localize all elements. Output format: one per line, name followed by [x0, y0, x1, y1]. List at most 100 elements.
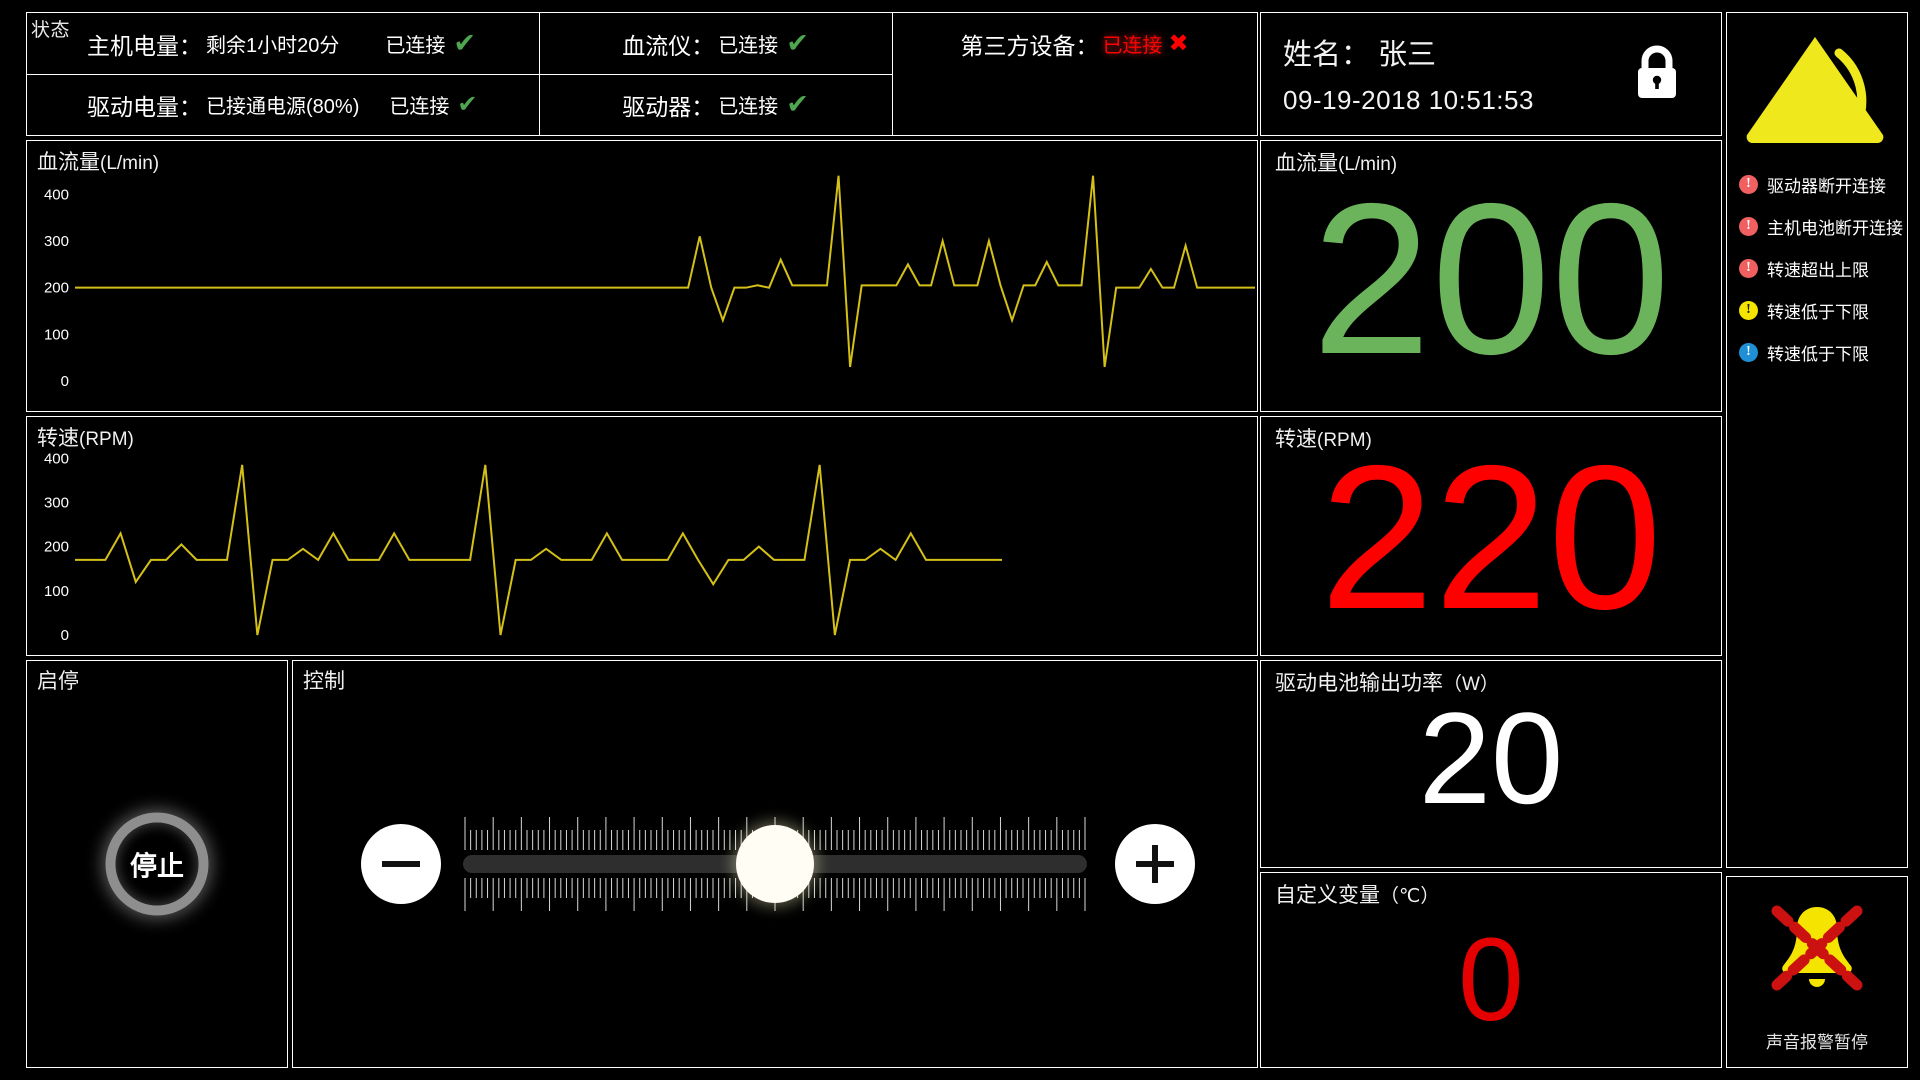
value-title: 转速(RPM) — [1275, 423, 1372, 453]
chart-title-text: 转速 — [37, 427, 79, 450]
status-divider-2 — [892, 13, 893, 135]
minus-icon — [382, 845, 420, 883]
increase-button[interactable] — [1115, 824, 1195, 904]
rpm-value: 220 — [1319, 423, 1663, 652]
list-item[interactable]: ! 转速超出上限 — [1727, 247, 1907, 289]
status-key: 主机电量： — [87, 32, 202, 59]
status-value: 已连接 — [718, 35, 779, 57]
stop-button[interactable]: 停止 — [105, 812, 209, 916]
status-value: 剩余1小时20分 — [206, 35, 340, 57]
decrease-button[interactable] — [361, 824, 441, 904]
svg-text:0: 0 — [61, 373, 69, 390]
status-key: 驱动电量： — [87, 93, 202, 120]
svg-text:200: 200 — [44, 280, 69, 297]
status-row-divider — [27, 74, 892, 75]
rpm-value-panel: 转速(RPM) 220 — [1260, 416, 1722, 656]
value-title-text: 血流量 — [1275, 152, 1338, 175]
list-item[interactable]: ! 转速低于下限 — [1727, 331, 1907, 373]
alert-severity-icon: ! — [1739, 174, 1758, 194]
status-value: 已连接 — [718, 96, 779, 118]
chart-title-unit: (RPM) — [79, 429, 134, 450]
value-title-text: 转速 — [1275, 428, 1317, 451]
status-cell-drive-battery: 驱动电量： 已接通电源(80%) 已连接 ✔ — [87, 74, 477, 135]
list-item[interactable]: ! 转速低于下限 — [1727, 289, 1907, 331]
status-key: 血流仪： — [622, 32, 715, 59]
alarm-label: 驱动器断开连接 — [1767, 176, 1886, 196]
value-title-text: 自定义变量 — [1275, 884, 1380, 907]
alarm-label: 转速超出上限 — [1767, 260, 1869, 280]
chart-title-unit: (L/min) — [100, 153, 160, 174]
alarm-label: 主机电池断开连接 — [1767, 218, 1903, 238]
cross-icon: ✖ — [1168, 29, 1189, 57]
status-cell-flowmeter: 血流仪： 已连接 ✔ — [539, 13, 892, 74]
check-icon: ✔ — [786, 89, 809, 119]
alert-severity-icon: ! — [1739, 258, 1758, 278]
drive-battery-power-value: 20 — [1418, 685, 1564, 831]
alert-severity-icon: ! — [1739, 300, 1758, 320]
svg-text:200: 200 — [44, 539, 69, 556]
svg-text:400: 400 — [44, 186, 69, 203]
blood-flow-value-panel: 血流量(L/min) 200 — [1260, 140, 1722, 412]
alarm-label: 转速低于下限 — [1767, 302, 1869, 322]
value-title-unit: （℃） — [1380, 886, 1440, 907]
custom-variable-value: 0 — [1458, 914, 1524, 1046]
status-cell-host-battery: 主机电量： 剩余1小时20分 已连接 ✔ — [87, 13, 476, 74]
status-state: 已连接 — [385, 35, 446, 57]
chart-title: 转速(RPM) — [37, 422, 134, 452]
blood-flow-waveform — [27, 141, 1257, 411]
slider[interactable] — [463, 789, 1087, 939]
blood-flow-axis: 0 100 200 300 400 — [44, 186, 69, 390]
rpm-axis: 0 100 200 300 400 — [44, 450, 69, 644]
patient-name: 姓名： 张三 — [1283, 39, 1437, 71]
mute-alarm-panel[interactable]: 声音报警暂停 — [1726, 876, 1908, 1068]
status-key: 驱动器： — [622, 93, 715, 120]
slider-row — [293, 789, 1257, 939]
alarm-list: ! 驱动器断开连接 ! 主机电池断开连接 ! 转速超出上限 ! 转速低于下限 !… — [1727, 163, 1907, 373]
slider-knob[interactable] — [736, 825, 814, 903]
mute-label: 声音报警暂停 — [1766, 1033, 1868, 1052]
drive-battery-power-panel: 驱动电池输出功率（W） 20 — [1260, 660, 1722, 868]
value-title: 血流量(L/min) — [1275, 147, 1397, 177]
alert-severity-icon: ! — [1739, 216, 1758, 236]
check-icon: ✔ — [786, 28, 809, 58]
rpm-waveform — [27, 417, 1257, 655]
start-stop-panel: 启停 停止 — [26, 660, 288, 1068]
status-panel: 状态 主机电量： 剩余1小时20分 已连接 ✔ 血流仪： 已连接 ✔ 第三方设备… — [26, 12, 1258, 136]
list-item[interactable]: ! 驱动器断开连接 — [1727, 163, 1907, 205]
blood-flow-chart-panel: 血流量(L/min) 0 100 200 300 400 — [26, 140, 1258, 412]
svg-text:0: 0 — [61, 627, 69, 644]
svg-text:300: 300 — [44, 233, 69, 250]
value-title-unit: (L/min) — [1338, 154, 1398, 175]
value-title-unit: （W） — [1443, 674, 1499, 695]
rpm-chart-panel: 转速(RPM) 0 100 200 300 400 — [26, 416, 1258, 656]
status-key: 第三方设备： — [960, 32, 1099, 59]
lock-closed-icon[interactable] — [1631, 43, 1683, 101]
list-item[interactable]: ! 主机电池断开连接 — [1727, 205, 1907, 247]
value-title: 驱动电池输出功率（W） — [1275, 667, 1499, 697]
status-cell-driver: 驱动器： 已连接 ✔ — [539, 74, 892, 135]
svg-text:100: 100 — [44, 583, 69, 600]
warning-triangle-icon[interactable] — [1743, 31, 1891, 143]
alarm-label: 转速低于下限 — [1767, 344, 1869, 364]
alert-severity-icon: ! — [1739, 342, 1758, 362]
blood-flow-value: 200 — [1311, 158, 1671, 399]
value-title: 自定义变量（℃） — [1275, 879, 1439, 909]
bell-muted-icon[interactable] — [1763, 897, 1871, 1001]
custom-variable-panel: 自定义变量（℃） 0 — [1260, 872, 1722, 1068]
chart-title-text: 血流量 — [37, 151, 100, 174]
svg-text:300: 300 — [44, 494, 69, 511]
patient-datetime: 09-19-2018 10:51:53 — [1283, 85, 1534, 115]
value-title-text: 驱动电池输出功率 — [1275, 672, 1443, 695]
value-title-unit: (RPM) — [1317, 430, 1372, 451]
status-value: 已连接 — [1102, 35, 1163, 57]
plus-icon — [1136, 845, 1174, 883]
control-label: 控制 — [303, 670, 345, 693]
svg-text:100: 100 — [44, 326, 69, 343]
check-icon: ✔ — [453, 28, 476, 58]
patient-panel: 姓名： 张三 09-19-2018 10:51:53 — [1260, 12, 1722, 136]
status-state: 已连接 — [389, 96, 450, 118]
status-cell-thirdparty: 第三方设备： 已连接 ✖ — [892, 13, 1257, 74]
svg-text:400: 400 — [44, 450, 69, 467]
chart-title: 血流量(L/min) — [37, 146, 159, 176]
